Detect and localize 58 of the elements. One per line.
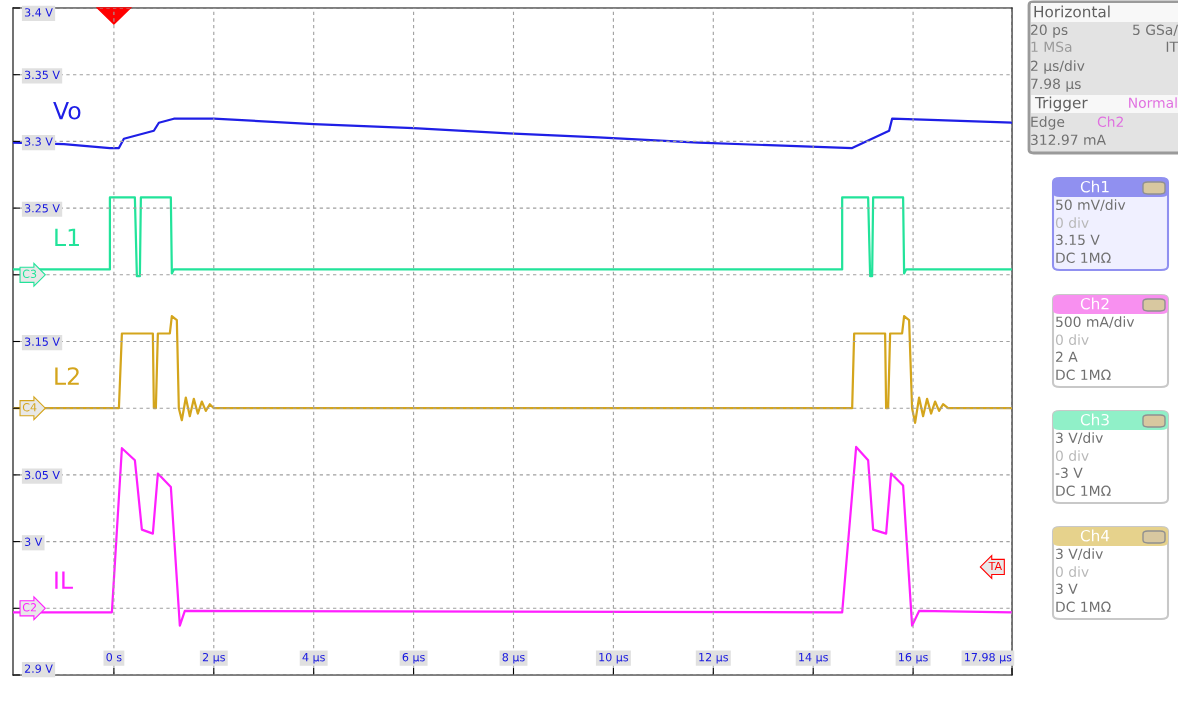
text: 312.97 mA	[1031, 134, 1106, 146]
series-label: L1	[55, 228, 79, 246]
x-tick-label: 2 µs	[202, 652, 225, 664]
text: Ch2	[1080, 297, 1109, 310]
x-tick-label: 0 s	[106, 652, 122, 662]
text: Normal	[1129, 97, 1177, 109]
text: Ch4	[1080, 529, 1110, 542]
annotation: TA	[988, 561, 1003, 571]
text: 50 mV/div	[1056, 199, 1126, 212]
text: 1 MSa	[1031, 41, 1072, 53]
x-tick-label: 16 µs	[899, 652, 928, 664]
text: 20 ps	[1031, 24, 1068, 38]
y-tick-label: 3 V	[24, 537, 43, 546]
text: 2 A	[1056, 351, 1078, 362]
text: 3 V/div	[1056, 432, 1103, 445]
text: 0 div	[1055, 450, 1089, 462]
y-tick-label: 3.3 V	[24, 137, 53, 146]
text: Ch2	[1097, 116, 1123, 128]
text: DC 1MΩ	[1056, 252, 1111, 264]
text: 7.98 µs	[1031, 78, 1081, 92]
y-tick-label: 2.9 V	[24, 664, 53, 673]
text: Ch1	[1080, 180, 1109, 193]
y-tick-label: 3.15 V	[24, 337, 60, 346]
text: IT	[1166, 41, 1178, 52]
text: Trigger	[1034, 96, 1088, 112]
text: Horizontal	[1034, 5, 1110, 18]
text: 0 div	[1055, 334, 1089, 346]
series-label: Vo	[53, 102, 81, 120]
series-label: IL	[55, 571, 73, 589]
y-tick-label: 3.35 V	[24, 70, 60, 80]
annotation: C4	[22, 403, 37, 412]
x-tick-label: 17.98 µs	[965, 652, 1012, 664]
x-tick-label: 4 µs	[302, 653, 325, 664]
x-tick-label: 12 µs	[699, 652, 729, 664]
text: DC 1MΩ	[1056, 601, 1111, 613]
x-tick-label: 8 µs	[502, 652, 525, 664]
text: 5 GSa/	[1133, 24, 1178, 37]
text: 3 V/div	[1056, 548, 1103, 561]
text: 3 V	[1056, 583, 1078, 595]
x-tick-label: 14 µs	[799, 653, 828, 664]
text: 2 µs/div	[1031, 60, 1085, 74]
text: 0 div	[1055, 217, 1089, 229]
annotation: C2	[22, 603, 36, 612]
text: 3.15 V	[1056, 234, 1100, 246]
text: DC 1MΩ	[1056, 369, 1111, 381]
text: Edge	[1031, 116, 1065, 130]
series-label: L2	[55, 367, 79, 385]
y-tick-label: 3.05 V	[24, 470, 60, 480]
text: 0 div	[1055, 566, 1089, 578]
text: -3 V	[1055, 467, 1083, 479]
x-tick-label: 10 µs	[599, 652, 629, 664]
text: Ch3	[1080, 413, 1109, 426]
y-tick-label: 3.4 V	[24, 8, 53, 17]
annotation: C3	[22, 269, 37, 279]
x-tick-label: 6 µs	[402, 652, 425, 664]
text: DC 1MΩ	[1056, 485, 1111, 497]
text: 500 mA/div	[1056, 316, 1135, 329]
y-tick-label: 3.25 V	[24, 204, 60, 213]
